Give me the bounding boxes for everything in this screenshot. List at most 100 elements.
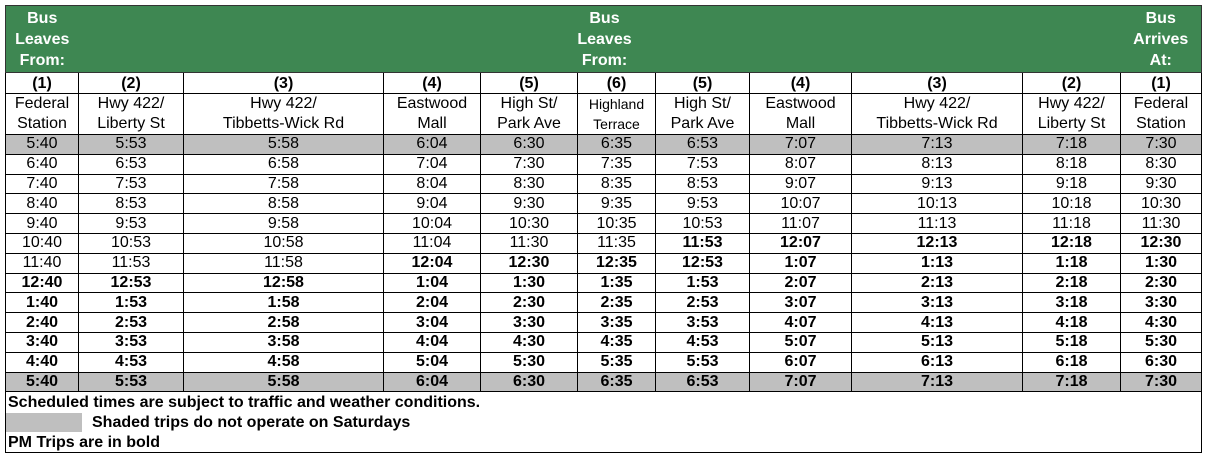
- trip-time: 3:18: [1022, 292, 1121, 314]
- trip-time: 5:40: [5, 134, 79, 155]
- trip-time: 1:18: [1022, 252, 1121, 274]
- trip-time: 5:53: [78, 371, 184, 393]
- trip-row: 7:40 7:53 7:58 8:04 8:30 8:35 8:53 9:07 9:13 9:18…: [5, 173, 1202, 195]
- stop-name-line: Hwy 422/: [1038, 95, 1105, 112]
- trip-time: 11:13: [851, 213, 1023, 234]
- stop-name-line: Terrace: [593, 116, 640, 132]
- header-leaves-from-left: Bus Leaves From:: [5, 5, 79, 73]
- trip-time: 10:35: [577, 213, 656, 234]
- trip-time: 4:53: [655, 331, 750, 353]
- stop-name-line: Tibbetts-Wick Rd: [876, 115, 998, 132]
- trip-time: 5:35: [577, 351, 656, 373]
- trip-time: 7:18: [1022, 134, 1121, 155]
- note-traffic: Scheduled times are subject to traffic a…: [5, 391, 1202, 413]
- trip-time: 11:53: [655, 232, 750, 254]
- trip-row: 2:40 2:53 2:58 3:04 3:30 3:35 3:53 4:07 4:13 4:18…: [5, 312, 1202, 333]
- trip-time: 10:30: [480, 213, 578, 234]
- trip-row: 1:40 1:53 1:58 2:04 2:30 2:35 2:53 3:07 3:13 3:18…: [5, 292, 1202, 314]
- trip-time: 11:35: [577, 232, 656, 254]
- trip-time: 4:35: [577, 331, 656, 353]
- header-arrives-at: Bus Arrives At:: [1120, 5, 1202, 73]
- header-text: Bus: [27, 10, 58, 27]
- trip-time: 5:30: [1120, 331, 1202, 353]
- stop-name: Hwy 422/Tibbetts-Wick Rd: [851, 93, 1023, 135]
- trip-time: 10:53: [655, 213, 750, 234]
- trip-time: 12:18: [1022, 232, 1121, 254]
- stop-name-line: Station: [17, 115, 67, 132]
- trip-time: 2:53: [78, 312, 184, 333]
- trip-row: 5:40 5:53 5:58 6:04 6:30 6:35 6:53 7:07 7:13 7:18…: [5, 371, 1202, 393]
- trip-time: 9:58: [183, 213, 384, 234]
- trip-time: 3:58: [183, 331, 384, 353]
- trip-time: 2:58: [183, 312, 384, 333]
- trip-time: 8:13: [851, 153, 1023, 175]
- trip-row: 12:40 12:53 12:58 1:04 1:30 1:35 1:53 2:07 2:13 2…: [5, 272, 1202, 294]
- stop-number: (6): [577, 72, 656, 94]
- trip-time: 5:53: [655, 351, 750, 373]
- trip-time: 9:18: [1022, 173, 1121, 195]
- stop-number: (2): [1022, 72, 1121, 94]
- stop-name-row: Federal Station Hwy 422/Liberty St Hwy 422/…: [5, 93, 1202, 135]
- trip-time: 10:58: [183, 232, 384, 254]
- trip-time: 5:07: [749, 331, 852, 353]
- trip-time: 5:40: [5, 371, 79, 393]
- trip-time: 9:35: [577, 193, 656, 215]
- trip-time: 7:13: [851, 371, 1023, 393]
- stop-number: (4): [749, 72, 852, 94]
- trip-time: 12:30: [1120, 232, 1202, 254]
- trip-time: 2:07: [749, 272, 852, 294]
- trip-time: 6:53: [78, 153, 184, 175]
- trip-time: 1:30: [1120, 252, 1202, 274]
- stop-name-line: Hwy 422/: [250, 95, 317, 112]
- stop-name: Highland Terrace: [577, 93, 656, 135]
- trip-time: 4:58: [183, 351, 384, 373]
- trip-time: 9:53: [78, 213, 184, 234]
- header-text: Arrives: [1133, 31, 1189, 48]
- note-row-bold: PM Trips are in bold: [5, 432, 1202, 454]
- stop-name: Federal Station: [1120, 93, 1202, 135]
- stop-name-line: Hwy 422/: [903, 95, 971, 112]
- trip-time: 4:04: [383, 331, 481, 353]
- trip-time: 11:30: [1120, 213, 1202, 234]
- trip-time: 7:40: [5, 173, 79, 195]
- trip-time: 1:53: [78, 292, 184, 314]
- header-leaves-from-middle: Bus Leaves From:: [78, 5, 1121, 73]
- trip-row: 5:40 5:53 5:58 6:04 6:30 6:35 6:53 7:07 7:13 7:18…: [5, 134, 1202, 155]
- stop-name-line: Mall: [785, 115, 816, 132]
- trip-time: 12:58: [183, 272, 384, 294]
- trip-time: 1:35: [577, 272, 656, 294]
- stop-name-line: Mall: [417, 115, 447, 132]
- trip-time: 11:18: [1022, 213, 1121, 234]
- trip-time: 12:53: [655, 252, 750, 274]
- trip-time: 7:35: [577, 153, 656, 175]
- header-text: Bus: [589, 10, 620, 27]
- trip-time: 2:53: [655, 292, 750, 314]
- trip-time: 3:40: [5, 331, 79, 353]
- trip-time: 3:30: [1120, 292, 1202, 314]
- stop-number: (4): [383, 72, 481, 94]
- trip-time: 6:30: [1120, 351, 1202, 373]
- header-text: Leaves: [577, 31, 632, 48]
- trip-time: 6:53: [655, 371, 750, 393]
- trip-time: 8:04: [383, 173, 481, 195]
- stop-name: High St/Park Ave: [655, 93, 750, 135]
- stop-name-line: Highland: [588, 96, 645, 112]
- trip-time: 4:30: [480, 331, 578, 353]
- trip-time: 8:18: [1022, 153, 1121, 175]
- trip-row: 4:40 4:53 4:58 5:04 5:30 5:35 5:53 6:07 6:13 6:18…: [5, 351, 1202, 373]
- trip-row: 8:40 8:53 8:58 9:04 9:30 9:35 9:53 10:07 10:13 10…: [5, 193, 1202, 215]
- trip-row: 3:40 3:53 3:58 4:04 4:30 4:35 4:53 5:07 5:13 5:18…: [5, 331, 1202, 353]
- trip-time: 11:53: [78, 252, 184, 274]
- stop-name: Hwy 422/Liberty St: [1022, 93, 1121, 135]
- stop-name-line: Eastwood: [765, 95, 836, 112]
- trip-time: 8:53: [655, 173, 750, 195]
- trip-time: 3:53: [655, 312, 750, 333]
- stop-name-line: Station: [1136, 115, 1186, 132]
- trip-time: 11:07: [749, 213, 852, 234]
- stop-name-line: Park Ave: [670, 115, 735, 132]
- trip-time: 5:58: [183, 371, 384, 393]
- trip-time: 11:40: [5, 252, 79, 274]
- stop-name-line: Eastwood: [396, 95, 468, 112]
- stop-number: (5): [480, 72, 578, 94]
- trip-time: 11:30: [480, 232, 578, 254]
